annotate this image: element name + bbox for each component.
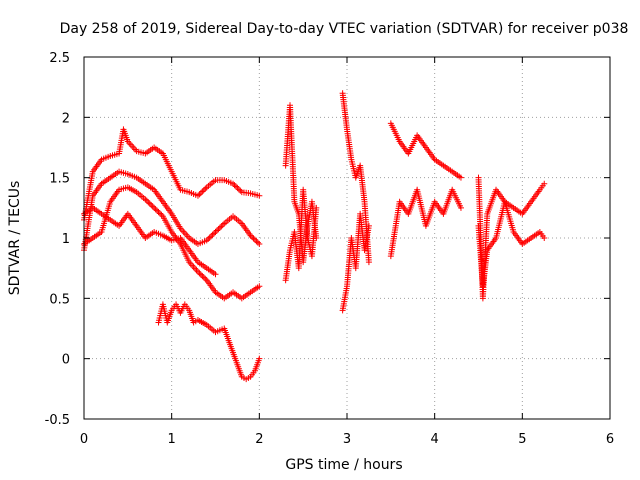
data-point bbox=[237, 187, 244, 194]
data-point bbox=[253, 238, 260, 245]
data-point bbox=[197, 189, 204, 196]
data-points bbox=[81, 90, 548, 383]
data-point bbox=[196, 270, 203, 277]
data-point bbox=[208, 233, 215, 240]
x-tick-label: 0 bbox=[80, 432, 88, 447]
data-point bbox=[202, 275, 209, 282]
data-point bbox=[205, 236, 212, 243]
data-point bbox=[200, 187, 207, 194]
x-tick-label: 2 bbox=[255, 432, 263, 447]
data-point bbox=[219, 221, 226, 228]
y-tick-label: 0 bbox=[62, 353, 70, 368]
y-tick-label: 2.5 bbox=[49, 51, 70, 66]
data-point bbox=[235, 186, 242, 193]
data-point bbox=[215, 226, 222, 233]
data-point bbox=[218, 223, 225, 230]
x-tick-label: 6 bbox=[606, 432, 614, 447]
data-point bbox=[232, 183, 239, 190]
data-point bbox=[211, 230, 218, 237]
data-point bbox=[199, 273, 206, 280]
data-point bbox=[254, 239, 261, 246]
data-point bbox=[151, 204, 158, 211]
data-point bbox=[234, 184, 241, 191]
data-point bbox=[202, 185, 209, 192]
data-point bbox=[231, 182, 238, 189]
axis-ticks: 0 1 2 3 4 5 6 -0.5 0 0.5 1 1.5 2 2.5 bbox=[45, 51, 615, 447]
data-point bbox=[212, 271, 219, 278]
data-point bbox=[247, 232, 254, 239]
data-point bbox=[200, 274, 207, 281]
data-point bbox=[216, 224, 223, 231]
chart-title: Day 258 of 2019, Sidereal Day-to-day VTE… bbox=[60, 21, 629, 37]
data-point bbox=[313, 204, 320, 211]
data-point bbox=[155, 209, 162, 216]
x-tick-label: 4 bbox=[431, 432, 439, 447]
data-point bbox=[149, 203, 156, 210]
data-point bbox=[199, 188, 206, 195]
data-point bbox=[256, 241, 263, 248]
x-tick-label: 3 bbox=[343, 432, 351, 447]
y-tick-label: 1 bbox=[62, 232, 70, 247]
data-point bbox=[154, 207, 161, 214]
x-tick-label: 1 bbox=[168, 432, 176, 447]
data-point bbox=[213, 227, 220, 234]
x-tick-label: 5 bbox=[518, 432, 526, 447]
data-point bbox=[230, 180, 237, 187]
data-point bbox=[256, 192, 263, 199]
data-point bbox=[194, 268, 201, 275]
data-point bbox=[256, 355, 263, 362]
data-point bbox=[541, 235, 548, 241]
data-point bbox=[457, 174, 464, 181]
data-point bbox=[203, 237, 210, 244]
data-point bbox=[365, 259, 372, 266]
y-tick-label: 2 bbox=[62, 111, 70, 126]
data-point bbox=[457, 204, 464, 211]
y-tick-label: 1.5 bbox=[49, 172, 70, 187]
data-point bbox=[145, 199, 152, 206]
x-axis-label: GPS time / hours bbox=[285, 457, 402, 473]
data-point bbox=[143, 197, 150, 204]
data-point bbox=[146, 200, 153, 207]
data-point bbox=[249, 233, 256, 240]
y-tick-label: -0.5 bbox=[45, 413, 70, 428]
data-point bbox=[156, 210, 163, 217]
data-point bbox=[209, 231, 216, 238]
data-point bbox=[197, 271, 204, 278]
data-point bbox=[158, 211, 165, 218]
data-point bbox=[152, 206, 159, 213]
data-point bbox=[251, 236, 258, 243]
data-point bbox=[212, 228, 219, 235]
y-axis-label: SDTVAR / TECUs bbox=[7, 181, 23, 296]
y-tick-label: 0.5 bbox=[49, 292, 70, 307]
data-point bbox=[541, 180, 548, 187]
data-point bbox=[142, 196, 149, 203]
data-point bbox=[196, 191, 203, 198]
data-point bbox=[250, 235, 257, 242]
data-point bbox=[194, 192, 201, 199]
data-point bbox=[206, 234, 213, 241]
data-point bbox=[148, 202, 155, 209]
data-point bbox=[365, 222, 372, 229]
data-point bbox=[256, 283, 263, 290]
